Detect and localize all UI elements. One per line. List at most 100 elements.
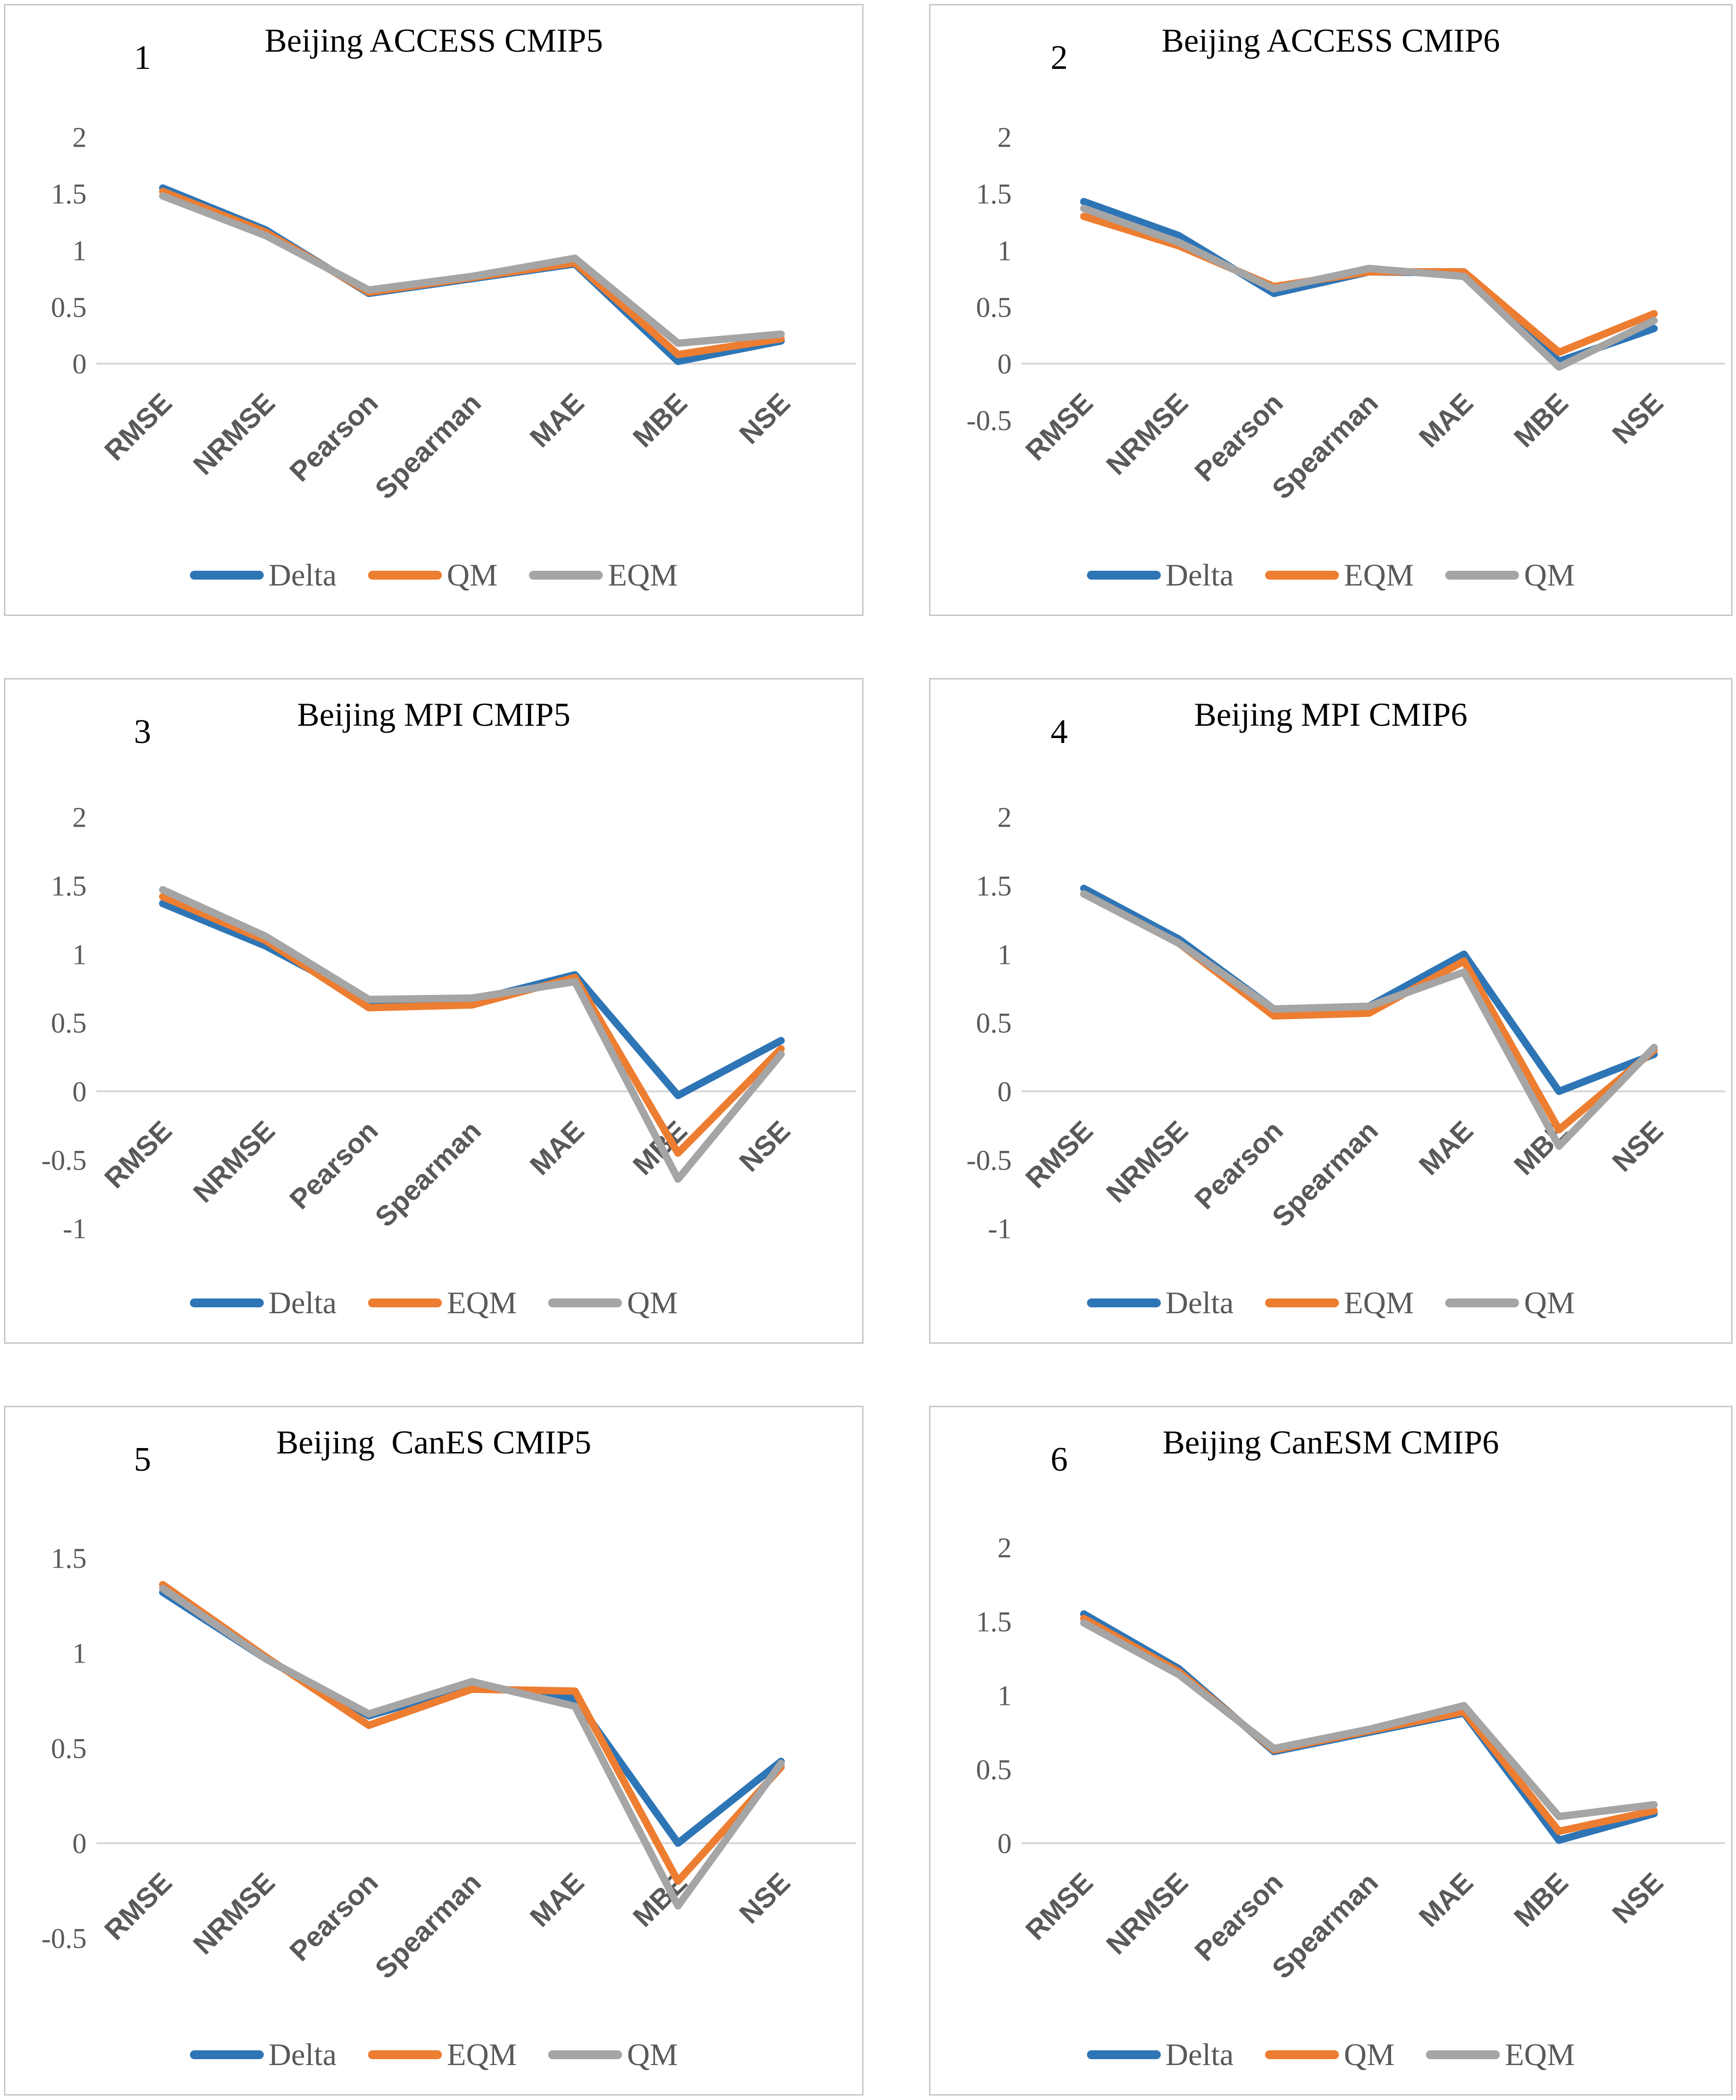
y-tick-label: -0.5 bbox=[41, 1922, 87, 1954]
legend-item-eqm: EQM bbox=[1426, 2039, 1575, 2070]
chart-legend: Delta QM EQM bbox=[930, 2015, 1731, 2094]
chart-panel-5: 5 Beijing CanES CMIP5 1.5 1 0.5 0 -0.5 RMSE NR… bbox=[4, 1406, 864, 2096]
x-category-label: Spearman bbox=[369, 1115, 487, 1233]
legend-label: EQM bbox=[447, 1285, 517, 1320]
panel-header: 2 Beijing ACCESS CMIP6 bbox=[930, 5, 1731, 89]
y-tick-label: 0.5 bbox=[51, 1732, 87, 1764]
series-line-delta bbox=[159, 1588, 785, 1847]
y-tick-label: 0 bbox=[72, 348, 87, 380]
panel-header: 1 Beijing ACCESS CMIP5 bbox=[5, 5, 862, 89]
x-category-label: MAE bbox=[524, 1867, 590, 1933]
legend-swatch bbox=[548, 2050, 622, 2059]
series-line-delta bbox=[1080, 198, 1658, 365]
x-category-label: NSE bbox=[1606, 1867, 1669, 1930]
legend-item-eqm: EQM bbox=[368, 2039, 517, 2070]
legend-item-qm: QM bbox=[1445, 559, 1575, 591]
legend-label: Delta bbox=[268, 1285, 337, 1320]
legend-label: EQM bbox=[1344, 557, 1414, 592]
chart-legend: Delta EQM QM bbox=[930, 536, 1731, 615]
series-line-qm bbox=[1080, 205, 1658, 371]
legend-label: Delta bbox=[1165, 2037, 1234, 2072]
legend-label: EQM bbox=[608, 557, 678, 592]
legend-label: QM bbox=[1344, 2037, 1395, 2072]
y-tick-label: 0 bbox=[997, 348, 1012, 380]
legend-item-delta: Delta bbox=[1086, 2037, 1234, 2072]
legend-swatch bbox=[189, 1298, 264, 1307]
legend-label: EQM bbox=[1344, 1285, 1414, 1320]
x-category-label: NRMSE bbox=[1100, 387, 1194, 481]
chart-panel-2: 2 Beijing ACCESS CMIP6 2 1.5 1 0.5 0 -0.5 RMSE… bbox=[929, 4, 1733, 616]
y-tick-label: 1.5 bbox=[51, 870, 87, 902]
legend-label: Delta bbox=[268, 2037, 337, 2072]
y-tick-label: 1 bbox=[997, 1680, 1012, 1712]
x-category-label: RMSE bbox=[98, 1115, 178, 1195]
legend-swatch bbox=[1445, 571, 1519, 580]
y-tick-label: 1 bbox=[72, 235, 87, 267]
chart-title: Beijing CanES CMIP5 bbox=[276, 1423, 591, 1461]
chart-legend: Delta QM EQM bbox=[5, 536, 862, 615]
legend-label: Delta bbox=[1165, 557, 1234, 592]
legend-item-delta: Delta bbox=[189, 1285, 337, 1320]
x-category-label: MAE bbox=[1413, 1115, 1480, 1181]
y-tick-label: 2 bbox=[72, 122, 87, 154]
y-tick-label: 0 bbox=[72, 1827, 87, 1859]
legend-swatch bbox=[1086, 2050, 1161, 2059]
series-line-qm bbox=[1080, 1614, 1658, 1835]
y-tick-label: 0 bbox=[997, 1827, 1012, 1859]
chart-panel-6: 6 Beijing CanESM CMIP6 2 1.5 1 0.5 0 RMSE NRMS… bbox=[929, 1406, 1733, 2096]
y-tick-label: 1.5 bbox=[51, 1543, 87, 1575]
x-category-label: Pearson bbox=[1189, 1115, 1289, 1215]
y-tick-label: 2 bbox=[997, 1532, 1012, 1564]
x-category-label: RMSE bbox=[98, 387, 178, 467]
y-tick-label: 1 bbox=[997, 938, 1012, 970]
x-category-label: RMSE bbox=[98, 1867, 178, 1946]
legend-swatch bbox=[1426, 2050, 1500, 2059]
x-category-label: MAE bbox=[1413, 387, 1480, 454]
legend-item-delta: Delta bbox=[1086, 1287, 1234, 1319]
x-category-label: MBE bbox=[627, 387, 693, 454]
panel-number: 5 bbox=[134, 1441, 152, 1479]
panel-header: 6 Beijing CanESM CMIP6 bbox=[930, 1407, 1731, 1491]
legend-item-delta: Delta bbox=[189, 559, 337, 591]
legend-label: QM bbox=[447, 557, 498, 592]
legend-item-delta: Delta bbox=[189, 2037, 337, 2072]
x-category-label: Pearson bbox=[283, 387, 384, 488]
legend-swatch bbox=[368, 2050, 442, 2059]
y-tick-label: 0.5 bbox=[976, 291, 1012, 323]
legend-item-eqm: EQM bbox=[1265, 1287, 1414, 1319]
x-category-label: NRMSE bbox=[187, 1115, 281, 1209]
x-category-label: NSE bbox=[733, 1867, 796, 1930]
legend-swatch bbox=[1265, 2050, 1339, 2059]
chart-title: Beijing ACCESS CMIP5 bbox=[264, 22, 603, 59]
x-category-label: NRMSE bbox=[187, 1867, 281, 1961]
legend-item-delta: Delta bbox=[1086, 557, 1234, 592]
x-category-label: MBE bbox=[1508, 1867, 1575, 1933]
y-tick-label: -1 bbox=[63, 1213, 87, 1245]
y-tick-label: 0.5 bbox=[51, 1007, 87, 1039]
panel-header: 5 Beijing CanES CMIP5 bbox=[5, 1407, 862, 1491]
x-category-label: Pearson bbox=[283, 1867, 384, 1967]
y-tick-label: 2 bbox=[997, 802, 1012, 834]
chart-legend: Delta EQM QM bbox=[930, 1264, 1731, 1342]
legend-swatch bbox=[368, 571, 442, 580]
panel-number: 1 bbox=[134, 39, 152, 77]
series-line-qm bbox=[159, 1584, 785, 1910]
x-category-label: MAE bbox=[1413, 1867, 1480, 1933]
panel-number: 3 bbox=[134, 713, 152, 751]
chart-panel-1: 1 Beijing ACCESS CMIP5 2 1.5 1 0.5 0 RMSE NRMS… bbox=[4, 4, 864, 616]
legend-item-qm: QM bbox=[1265, 2039, 1395, 2070]
series-line-qm bbox=[1080, 890, 1658, 1150]
legend-swatch bbox=[1265, 571, 1339, 580]
x-category-label: MBE bbox=[1508, 387, 1575, 454]
legend-swatch bbox=[529, 571, 603, 580]
chart-panel-3: 3 Beijing MPI CMIP5 2 1.5 1 0.5 0 -0.5 -1 RMSE N… bbox=[4, 678, 864, 1344]
x-category-label: NSE bbox=[733, 1115, 796, 1178]
y-tick-label: 1.5 bbox=[976, 870, 1012, 902]
legend-label: QM bbox=[627, 1285, 678, 1320]
